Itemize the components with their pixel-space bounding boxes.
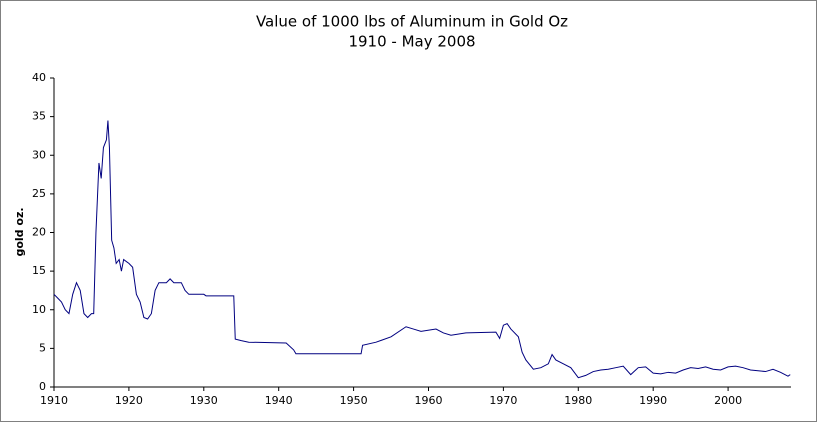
x-tick-label: 1950 xyxy=(340,394,368,407)
chart-title: Value of 1000 lbs of Aluminum in Gold Oz xyxy=(256,13,568,31)
y-tick-label: 35 xyxy=(32,110,46,123)
x-tick-label: 1910 xyxy=(40,394,68,407)
x-tick-label: 1920 xyxy=(115,394,143,407)
x-tick-label: 2000 xyxy=(714,394,742,407)
y-tick-label: 0 xyxy=(39,380,46,393)
y-tick-label: 25 xyxy=(32,187,46,200)
y-tick-label: 15 xyxy=(32,264,46,277)
y-tick-label: 10 xyxy=(32,303,46,316)
data-line xyxy=(53,120,791,379)
x-tick-label: 1930 xyxy=(190,394,218,407)
y-tick-label: 5 xyxy=(39,341,46,354)
y-tick-label: 20 xyxy=(32,226,46,239)
x-tick-label: 1990 xyxy=(639,394,667,407)
x-tick-label: 1970 xyxy=(489,394,517,407)
chart-subtitle: 1910 - May 2008 xyxy=(348,33,475,51)
y-tick-label: 30 xyxy=(32,148,46,161)
y-tick-label: 40 xyxy=(32,71,46,84)
y-axis-label: gold oz. xyxy=(13,207,26,256)
x-tick-label: 1940 xyxy=(265,394,293,407)
x-tick-label: 1960 xyxy=(414,394,442,407)
x-tick-label: 1980 xyxy=(564,394,592,407)
